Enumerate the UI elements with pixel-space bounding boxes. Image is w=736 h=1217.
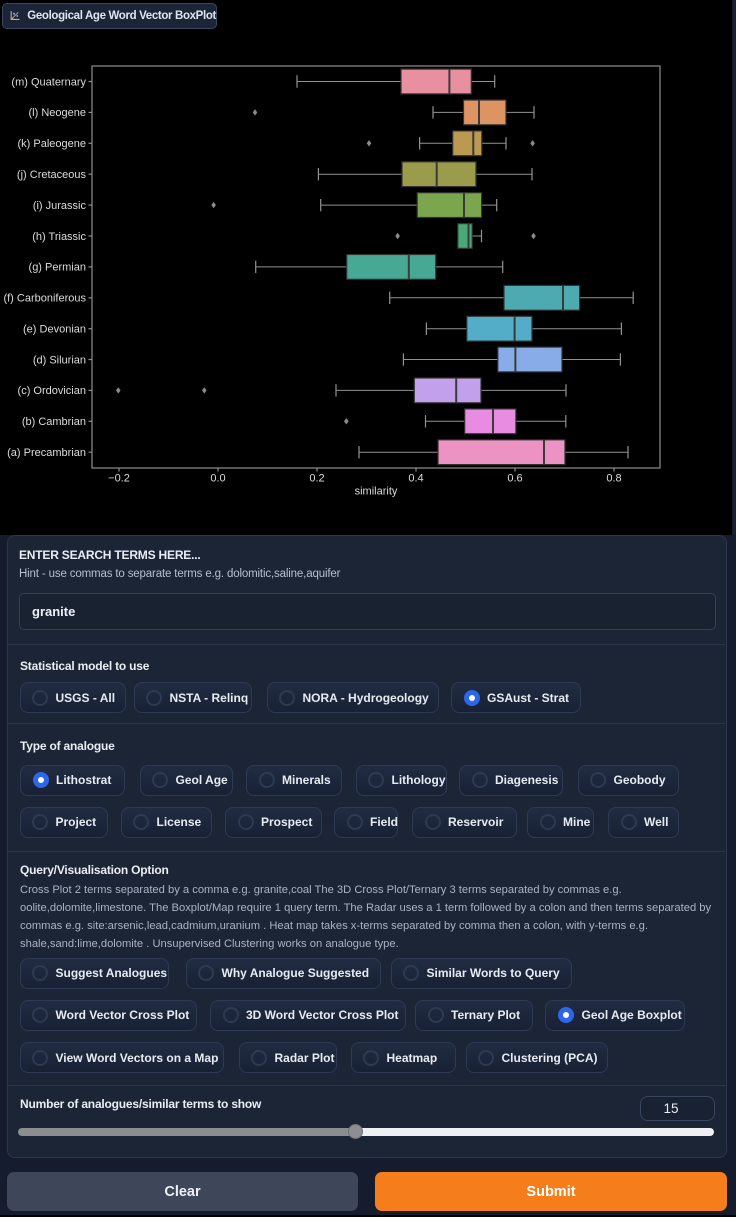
svg-text:(c) Ordovician: (c) Ordovician xyxy=(18,385,86,397)
svg-text:(l) Neogene: (l) Neogene xyxy=(29,107,86,119)
svg-text:(g) Permian: (g) Permian xyxy=(29,262,86,274)
svg-text:0.6: 0.6 xyxy=(507,473,522,485)
svg-text:(d) Silurian: (d) Silurian xyxy=(33,354,86,366)
svg-text:similarity: similarity xyxy=(355,486,398,498)
svg-text:0.8: 0.8 xyxy=(606,473,621,485)
svg-text:(i) Jurassic: (i) Jurassic xyxy=(33,200,87,212)
svg-text:(k) Paleogene: (k) Paleogene xyxy=(18,138,87,150)
svg-text:(b) Cambrian: (b) Cambrian xyxy=(22,416,86,428)
svg-text:(j) Cretaceous: (j) Cretaceous xyxy=(17,169,87,181)
svg-text:(f) Carboniferous: (f) Carboniferous xyxy=(3,293,86,305)
svg-text:(h) Triassic: (h) Triassic xyxy=(32,231,86,243)
svg-text:0.0: 0.0 xyxy=(210,473,225,485)
svg-text:(m) Quaternary: (m) Quaternary xyxy=(11,76,86,88)
svg-text:(a) Precambrian: (a) Precambrian xyxy=(7,447,86,459)
svg-text:−0.2: −0.2 xyxy=(108,473,130,485)
svg-text:0.2: 0.2 xyxy=(309,473,324,485)
svg-text:(e) Devonian: (e) Devonian xyxy=(23,324,86,336)
svg-text:0.4: 0.4 xyxy=(408,473,423,485)
